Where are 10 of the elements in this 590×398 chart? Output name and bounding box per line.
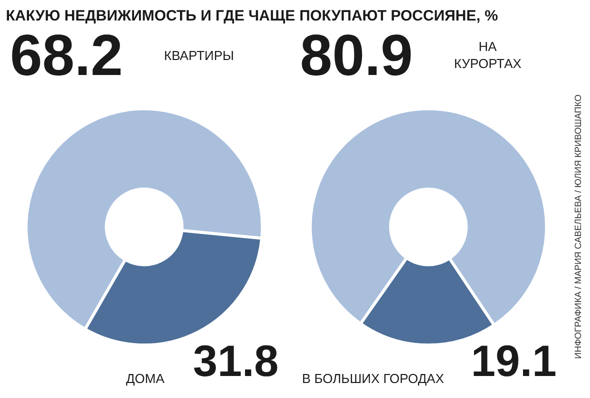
text: ИНФОГРАФИКА / МАРИЯ САВЕЛЬЕВА / ЮЛИЯ КРИВОШАПКО: [573, 94, 584, 359]
slice-label: НА КУРОРТАХ: [454, 39, 522, 71]
data-label: 68.2: [10, 23, 123, 88]
slice-label: ДОМА: [126, 371, 165, 386]
data-label: 80.9: [300, 23, 413, 88]
slice-label: КВАРТИРЫ: [164, 48, 234, 63]
chart-title: КАКУЮ НЕДВИЖИМОСТЬ И ГДЕ ЧАЩЕ ПОКУПАЮТ РОССИЯНЕ, %: [6, 7, 498, 24]
data-label: 19.1: [471, 337, 557, 386]
data-label: 31.8: [193, 337, 279, 386]
slice-label: В БОЛЬШИХ ГОРОДАХ: [302, 371, 444, 386]
